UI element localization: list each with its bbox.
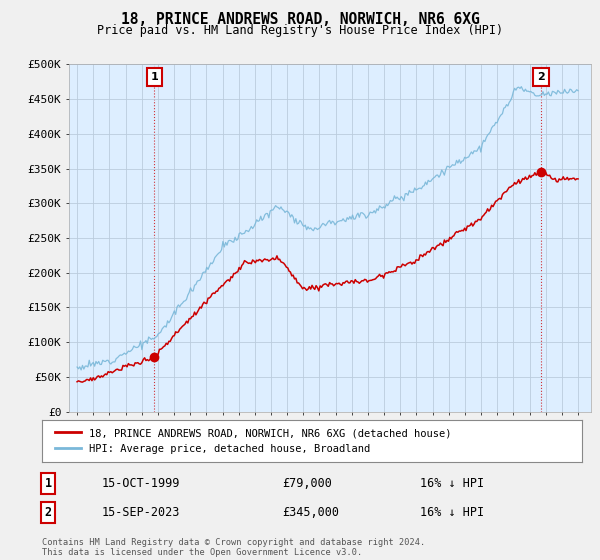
Text: £345,000: £345,000 [282, 506, 339, 519]
Text: 2: 2 [537, 72, 545, 82]
Text: 16% ↓ HPI: 16% ↓ HPI [420, 506, 484, 519]
Text: 1: 1 [44, 477, 52, 490]
Text: 18, PRINCE ANDREWS ROAD, NORWICH, NR6 6XG: 18, PRINCE ANDREWS ROAD, NORWICH, NR6 6X… [121, 12, 479, 27]
Text: 16% ↓ HPI: 16% ↓ HPI [420, 477, 484, 490]
Text: 1: 1 [151, 72, 158, 82]
Text: 2: 2 [44, 506, 52, 519]
Legend: 18, PRINCE ANDREWS ROAD, NORWICH, NR6 6XG (detached house), HPI: Average price, : 18, PRINCE ANDREWS ROAD, NORWICH, NR6 6X… [47, 421, 458, 461]
Text: 15-SEP-2023: 15-SEP-2023 [102, 506, 181, 519]
Text: Price paid vs. HM Land Registry's House Price Index (HPI): Price paid vs. HM Land Registry's House … [97, 24, 503, 36]
Text: £79,000: £79,000 [282, 477, 332, 490]
Text: 15-OCT-1999: 15-OCT-1999 [102, 477, 181, 490]
Text: Contains HM Land Registry data © Crown copyright and database right 2024.
This d: Contains HM Land Registry data © Crown c… [42, 538, 425, 557]
